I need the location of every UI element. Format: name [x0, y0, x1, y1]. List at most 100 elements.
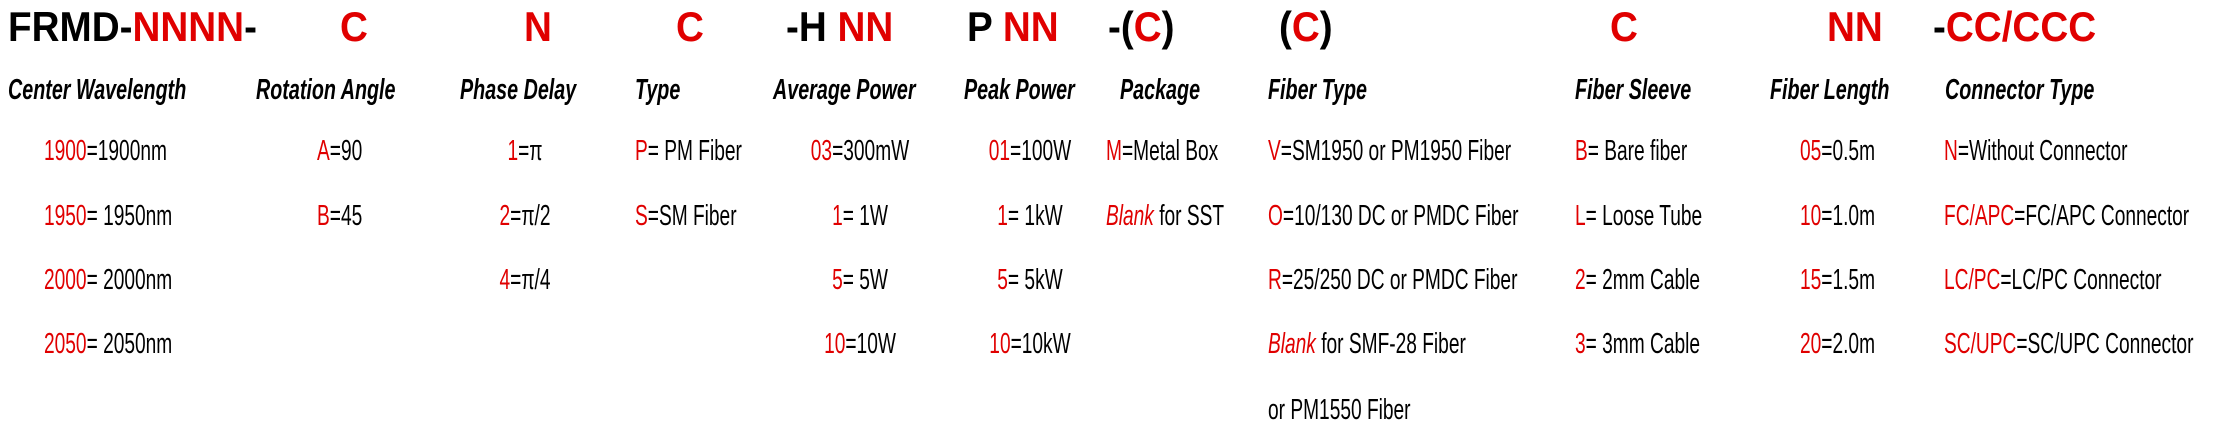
option-description: =LC/PC Connector	[2000, 264, 2162, 296]
column-title: Fiber Type	[1268, 74, 1367, 106]
part-number-text: )	[1161, 3, 1175, 50]
option-item: 2050= 2050nm	[44, 326, 172, 362]
part-number-text: NNNN	[132, 3, 245, 50]
part-number-segment: -(C)	[1108, 2, 1175, 52]
part-number-segment: -H NN	[786, 2, 893, 52]
part-number-segment: -CC/CCC	[1933, 2, 2096, 52]
option-code: O	[1268, 200, 1283, 232]
option-code: 1	[832, 200, 843, 232]
column-title: Package	[1120, 74, 1201, 106]
option-description: =100W	[1010, 135, 1072, 167]
option-code: P	[635, 135, 648, 167]
option-item: 4=π/4	[489, 262, 562, 298]
option-code: 05	[1800, 135, 1822, 167]
option-code: B	[1575, 135, 1588, 167]
option-description: = 1W	[842, 200, 888, 232]
option-item: 1= 1W	[807, 198, 913, 234]
part-number-text: C	[676, 3, 704, 50]
part-number-segment: (C)	[1279, 2, 1333, 52]
column-title: Average Power	[773, 74, 916, 106]
option-item: N=Without Connector	[1944, 133, 2128, 169]
option-item: S=SM Fiber	[635, 198, 737, 234]
part-number-text: C	[1133, 3, 1162, 50]
option-item: Blank for SMF-28 Fiber	[1268, 326, 1466, 362]
option-code: LC/PC	[1944, 264, 2001, 296]
part-number-segment: FRMD-NNNN-	[8, 2, 257, 52]
option-item: 01=100W	[984, 133, 1076, 169]
part-number-text: C	[340, 3, 368, 50]
column-title: Phase Delay	[460, 74, 577, 106]
part-number-segment: C	[340, 2, 368, 52]
option-item: 10=10W	[807, 326, 913, 362]
option-item: Blank for SST	[1106, 198, 1224, 234]
option-item: 5= 5kW	[984, 262, 1076, 298]
part-number-text: -(	[1108, 3, 1134, 50]
part-number-text: NN	[837, 3, 894, 50]
option-code: 1	[997, 200, 1008, 232]
option-code: V	[1268, 135, 1281, 167]
option-item: L= Loose Tube	[1575, 198, 1702, 234]
option-code: 20	[1800, 328, 1822, 360]
option-description: = 1kW	[1007, 200, 1063, 232]
option-code: 2000	[44, 264, 87, 296]
option-code: 15	[1800, 264, 1822, 296]
option-description: =SC/UPC Connector	[2016, 328, 2194, 360]
option-item: FC/APC=FC/APC Connector	[1944, 198, 2189, 234]
option-description: =FC/APC Connector	[2014, 200, 2190, 232]
option-item: 5= 5W	[807, 262, 913, 298]
option-item: 10=10kW	[984, 326, 1076, 362]
option-code: 1900	[44, 135, 87, 167]
part-number-text: CC/CCC	[1945, 3, 2097, 50]
part-number-text: C	[1610, 3, 1638, 50]
column-title: Peak Power	[964, 74, 1075, 106]
option-item: 03=300mW	[807, 133, 913, 169]
option-item: 1900=1900nm	[44, 133, 167, 169]
option-item: R=25/250 DC or PMDC Fiber	[1268, 262, 1517, 298]
option-description: = Loose Tube	[1585, 200, 1703, 232]
option-item: 1=π	[489, 133, 562, 169]
option-description: = 2000nm	[86, 264, 173, 296]
part-number-segment: C	[1610, 2, 1638, 52]
part-number-text: C	[1291, 3, 1320, 50]
option-code: 10	[989, 328, 1011, 360]
option-description: =300mW	[832, 135, 910, 167]
option-code: 2	[499, 200, 511, 232]
part-number-segment: C	[676, 2, 704, 52]
option-code: 1	[507, 135, 519, 167]
option-code: Blank	[1106, 200, 1154, 232]
option-item: 20=2.0m	[1800, 326, 1875, 362]
option-item: 3= 3mm Cable	[1575, 326, 1700, 362]
option-code: 1950	[44, 200, 87, 232]
option-code: 10	[1800, 200, 1822, 232]
option-description: =π/4	[510, 264, 551, 296]
option-code: R	[1268, 264, 1282, 296]
option-description: =45	[329, 200, 363, 232]
column-title: Fiber Length	[1770, 74, 1890, 106]
option-code: 2050	[44, 328, 87, 360]
option-description: =1.0m	[1821, 200, 1876, 232]
part-number-text: (	[1279, 3, 1292, 50]
option-code: 4	[499, 264, 511, 296]
option-item: 2= 2mm Cable	[1575, 262, 1700, 298]
option-code: S	[635, 200, 648, 232]
option-description: =25/250 DC or PMDC Fiber	[1281, 264, 1518, 296]
option-code: 03	[810, 135, 833, 167]
option-code: SC/UPC	[1944, 328, 2017, 360]
part-number-segment: P NN	[967, 2, 1059, 52]
part-number-text: -H	[786, 3, 838, 50]
option-description: =10kW	[1010, 328, 1071, 360]
option-item: O=10/130 DC or PMDC Fiber	[1268, 198, 1519, 234]
column-title: Type	[635, 74, 681, 106]
column-title: Rotation Angle	[256, 74, 396, 106]
option-description: =2.0m	[1821, 328, 1876, 360]
option-item: LC/PC=LC/PC Connector	[1944, 262, 2162, 298]
option-item: SC/UPC=SC/UPC Connector	[1944, 326, 2193, 362]
option-description: =10W	[845, 328, 896, 360]
part-number-text: )	[1319, 3, 1333, 50]
option-code: FC/APC	[1944, 200, 2015, 232]
option-description: = 1950nm	[86, 200, 173, 232]
option-description: =90	[329, 135, 363, 167]
option-item: 15=1.5m	[1800, 262, 1875, 298]
option-code: B	[317, 200, 330, 232]
part-number-text: N	[524, 3, 552, 50]
